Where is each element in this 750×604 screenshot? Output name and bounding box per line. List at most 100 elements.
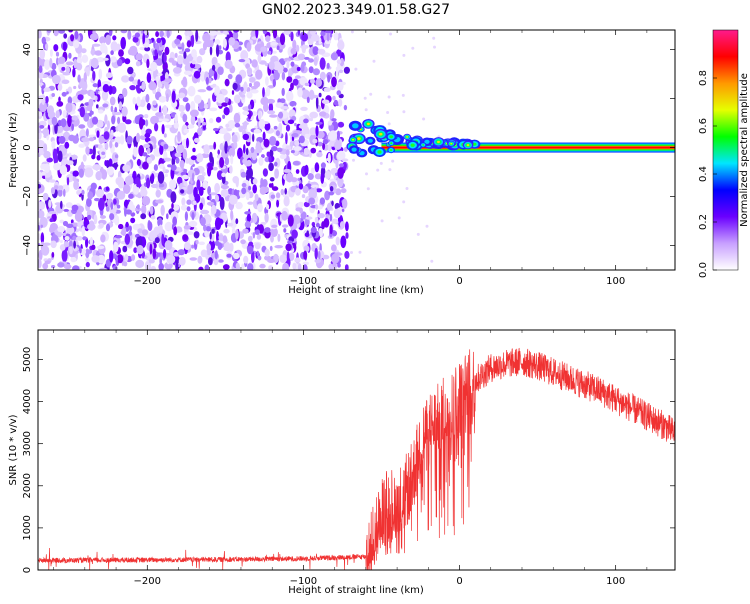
spectrogram-noise-blob xyxy=(152,248,157,259)
spectrogram-noise-blob xyxy=(161,233,165,246)
spectrogram-noise-blob xyxy=(38,139,45,149)
spectrogram-noise-blob xyxy=(317,213,325,219)
spectrogram-faint-dot xyxy=(352,158,355,162)
spectrogram-noise-blob xyxy=(344,264,349,270)
spectrogram-noise-blob xyxy=(214,85,220,96)
spectrogram-noise-blob xyxy=(66,223,74,228)
spectrogram-noise-blob xyxy=(146,177,151,189)
spectrogram-noise-blob xyxy=(280,106,290,110)
spectrogram-noise-blob xyxy=(186,40,192,48)
spectrogram-noise-blob xyxy=(272,30,278,39)
spectrogram-noise-blob xyxy=(318,250,321,260)
spectrogram-noise-blob xyxy=(95,171,103,181)
spectrogram-noise-blob xyxy=(306,230,309,235)
spectrogram-noise-blob xyxy=(45,96,49,104)
spectrogram-noise-blob xyxy=(222,38,227,49)
spectrogram-noise-blob xyxy=(214,194,220,203)
spectrogram-noise-blob xyxy=(196,55,203,64)
spectrogram-noise-blob xyxy=(180,189,185,194)
spectrogram-noise-blob xyxy=(144,114,149,119)
spectrogram-noise-blob xyxy=(82,154,87,162)
spectrogram-noise-blob xyxy=(81,54,89,63)
spectrogram-noise-blob xyxy=(190,34,195,48)
transition-blob xyxy=(389,135,394,139)
spectrogram-noise-blob xyxy=(166,30,170,39)
spectrogram-noise-blob xyxy=(101,81,111,86)
spectrogram-noise-blob xyxy=(269,136,277,146)
spectrogram-noise-blob xyxy=(132,36,139,43)
spectrogram-noise-blob xyxy=(111,115,116,125)
spectrogram-noise-blob xyxy=(93,214,98,225)
spectrogram-noise-blob xyxy=(303,118,309,124)
spectrogram-noise-blob xyxy=(98,135,104,145)
spectrogram-noise-blob xyxy=(177,54,184,65)
spectrogram-noise-blob xyxy=(333,99,338,106)
spectrogram-noise-blob xyxy=(303,147,310,156)
spectrogram-noise-blob xyxy=(301,32,308,42)
spectrogram-noise-blob xyxy=(317,48,326,55)
spectrogram-noise-blob xyxy=(163,53,167,63)
spectrogram-noise-blob xyxy=(141,81,146,91)
spectrogram-noise-blob xyxy=(214,250,218,260)
spectrogram-noise-blob xyxy=(66,160,74,166)
spectrogram-noise-blob xyxy=(40,224,43,228)
spectrogram-noise-blob xyxy=(317,205,323,210)
spectrogram-noise-blob xyxy=(48,199,52,209)
spectrogram-noise-blob xyxy=(118,101,123,111)
spectrogram-noise-blob xyxy=(200,71,206,82)
spectrogram-noise-blob xyxy=(199,48,206,56)
spectrogram-noise-blob xyxy=(269,245,273,251)
spectrogram-noise-blob xyxy=(164,173,168,177)
spectrogram-noise-blob xyxy=(158,96,167,103)
spectrogram-noise-blob xyxy=(247,235,253,242)
snr-series-line xyxy=(38,347,675,570)
spectrogram-noise-blob xyxy=(301,121,308,131)
spectrogram-noise-blob xyxy=(249,82,252,88)
spectrogram-noise-blob xyxy=(141,204,147,215)
spectrogram-noise-blob xyxy=(146,102,151,111)
spectrogram-noise-blob xyxy=(285,243,292,252)
transition-blob xyxy=(466,144,470,147)
spectrogram-faint-dot xyxy=(387,122,391,126)
spectrogram-noise-blob xyxy=(64,141,70,149)
spectrogram-noise-blob xyxy=(304,218,310,226)
spectrogram-noise-blob xyxy=(281,71,286,81)
colorbar-tick-label: 0.0 xyxy=(698,262,709,278)
spectrogram-noise-blob xyxy=(204,264,210,270)
spectrogram-noise-blob xyxy=(57,188,63,197)
spectrogram-noise-blob xyxy=(252,184,257,194)
spectrogram-noise-blob xyxy=(128,231,133,236)
spectrogram-noise-blob xyxy=(81,48,87,54)
spectrogram-noise-blob xyxy=(113,198,117,205)
spectrogram-noise-blob xyxy=(308,58,314,63)
spectrogram-noise-blob xyxy=(112,265,118,270)
spectrogram-noise-blob xyxy=(235,74,243,84)
spectrogram-noise-blob xyxy=(260,46,267,52)
spectrogram-noise-blob xyxy=(259,263,266,269)
spectrogram-noise-blob xyxy=(183,70,193,76)
spectrogram-xlabel: Height of straight line (km) xyxy=(288,285,424,296)
spectrogram-noise-blob xyxy=(209,192,218,196)
spectrogram-noise-blob xyxy=(238,125,244,133)
spectrogram-noise-blob xyxy=(240,86,244,92)
spectrogram-noise-blob xyxy=(341,208,345,212)
spectrogram-noise-blob xyxy=(285,124,291,132)
spectrogram-noise-blob xyxy=(337,40,345,51)
spectrogram-noise-blob xyxy=(235,177,239,188)
spectrogram-noise-blob xyxy=(84,167,94,178)
spectrogram-noise-blob xyxy=(324,170,331,180)
spectrogram-noise-blob xyxy=(312,46,319,56)
spectrogram-noise-blob xyxy=(198,266,204,270)
spectrogram-noise-blob xyxy=(102,103,109,108)
spectrogram-noise-blob xyxy=(162,166,166,174)
spectrogram-noise-blob xyxy=(208,257,213,266)
spectrogram-noise-blob xyxy=(297,201,304,208)
spectrogram-noise-blob xyxy=(284,188,288,195)
spectrogram-noise-blob xyxy=(283,195,290,207)
spectrogram-noise-blob xyxy=(263,138,270,148)
spectrogram-noise-blob xyxy=(107,120,110,130)
spectrogram-noise-blob xyxy=(42,262,49,270)
spectrogram-noise-blob xyxy=(214,217,222,231)
spectrogram-noise-blob xyxy=(74,30,79,40)
